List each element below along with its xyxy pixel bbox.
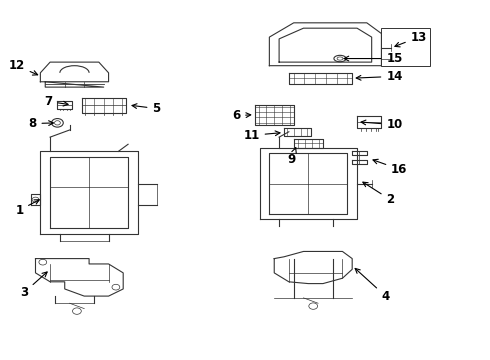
Text: 9: 9	[287, 148, 296, 166]
Text: 1: 1	[15, 200, 39, 217]
Text: 10: 10	[361, 118, 403, 131]
Text: 7: 7	[45, 95, 68, 108]
Text: 14: 14	[356, 70, 403, 83]
Text: 8: 8	[28, 117, 53, 130]
Text: 5: 5	[132, 102, 161, 115]
Text: 16: 16	[373, 159, 408, 176]
Text: 11: 11	[244, 129, 280, 142]
Text: 2: 2	[363, 182, 394, 206]
Text: 3: 3	[20, 272, 47, 299]
Text: 12: 12	[8, 59, 38, 75]
Text: 6: 6	[232, 109, 251, 122]
Text: 15: 15	[344, 52, 403, 65]
Text: 13: 13	[395, 31, 427, 47]
Text: 4: 4	[355, 269, 390, 303]
